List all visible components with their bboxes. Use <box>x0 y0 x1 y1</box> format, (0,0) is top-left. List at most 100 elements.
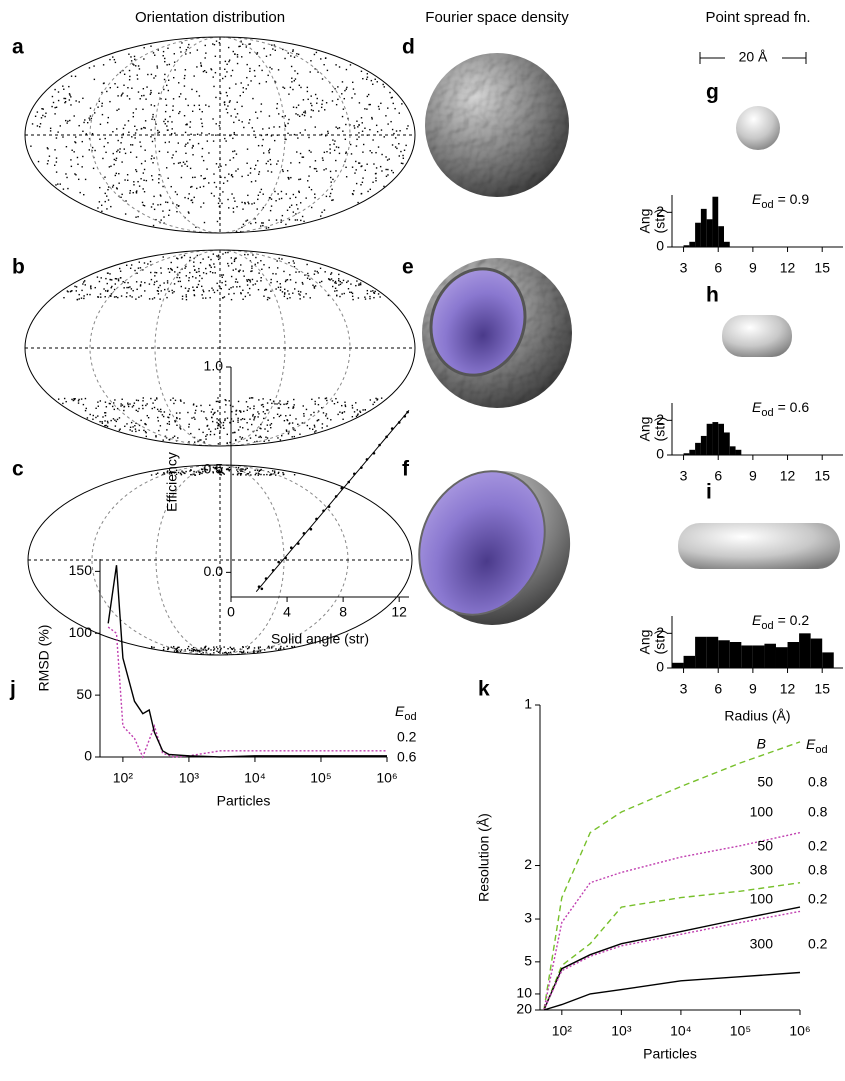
dot <box>76 286 77 287</box>
dot <box>358 132 359 133</box>
dot <box>249 71 250 72</box>
dot <box>240 474 241 475</box>
dot <box>303 221 304 222</box>
dot <box>233 51 234 52</box>
dot <box>186 161 187 162</box>
dot <box>336 146 337 147</box>
dot <box>239 410 240 411</box>
dot <box>236 410 237 411</box>
dot <box>326 196 327 197</box>
bar <box>730 446 736 455</box>
dot <box>75 142 76 143</box>
dot <box>94 150 95 151</box>
dot <box>338 274 339 275</box>
dot <box>213 263 214 264</box>
dot <box>236 153 237 154</box>
dot <box>154 407 155 408</box>
dot <box>188 280 189 281</box>
dot <box>105 152 106 153</box>
dot <box>362 122 363 123</box>
dot <box>241 106 242 107</box>
dot <box>248 84 249 85</box>
dot <box>238 46 239 47</box>
dot <box>134 402 135 403</box>
dot <box>354 93 355 94</box>
dot <box>257 470 258 471</box>
dot <box>165 119 166 120</box>
dot <box>266 227 267 228</box>
dot <box>186 294 187 295</box>
dot <box>148 417 149 418</box>
dot <box>123 287 124 288</box>
x-tick-label: 10⁵ <box>310 770 331 786</box>
dot <box>406 128 407 129</box>
dot <box>275 50 276 51</box>
dot <box>209 405 210 406</box>
dot <box>184 473 185 474</box>
dot <box>285 224 286 225</box>
dot <box>203 160 204 161</box>
dot <box>257 208 258 209</box>
dot <box>200 62 201 63</box>
bar <box>811 639 823 668</box>
dot <box>234 150 235 151</box>
dot <box>314 426 315 427</box>
dot <box>264 413 265 414</box>
dot <box>211 411 212 412</box>
dot <box>153 52 154 53</box>
dot <box>263 193 264 194</box>
dot <box>119 148 120 149</box>
dot <box>250 168 251 169</box>
dot <box>222 277 223 278</box>
dot <box>113 185 114 186</box>
dot <box>89 119 90 120</box>
dot <box>243 411 244 412</box>
dot <box>254 647 255 648</box>
dot <box>62 136 63 137</box>
dot <box>214 195 215 196</box>
dot <box>217 648 218 649</box>
dot <box>167 202 168 203</box>
dot <box>123 128 124 129</box>
dot <box>127 404 128 405</box>
dot <box>236 206 237 207</box>
dot <box>293 194 294 195</box>
dot <box>300 202 301 203</box>
dot <box>346 282 347 283</box>
column-header: Orientation distribution <box>135 9 285 26</box>
dot <box>225 400 226 401</box>
dot <box>223 428 224 429</box>
dot <box>116 173 117 174</box>
subscript: od <box>815 744 827 756</box>
dot <box>205 268 206 269</box>
dot <box>191 648 192 649</box>
dot <box>247 406 248 407</box>
dot <box>295 113 296 114</box>
dot <box>169 424 170 425</box>
x-tick-label: 10⁵ <box>730 1023 751 1039</box>
dot <box>346 176 347 177</box>
bar <box>724 432 730 455</box>
dot <box>243 87 244 88</box>
dot <box>112 56 113 57</box>
dot <box>253 408 254 409</box>
dot <box>200 118 201 119</box>
dot <box>130 152 131 153</box>
dot <box>41 117 42 118</box>
dot <box>79 192 80 193</box>
dot <box>385 156 386 157</box>
dot <box>185 144 186 145</box>
dot <box>227 199 228 200</box>
dot <box>213 649 214 650</box>
dot <box>204 70 205 71</box>
dot <box>360 166 361 167</box>
dot <box>378 146 379 147</box>
dot <box>185 287 186 288</box>
dot <box>240 264 241 265</box>
dot <box>129 79 130 80</box>
dot <box>293 262 294 263</box>
dot <box>122 404 123 405</box>
dot <box>288 293 289 294</box>
dot <box>108 117 109 118</box>
dot <box>193 266 194 267</box>
